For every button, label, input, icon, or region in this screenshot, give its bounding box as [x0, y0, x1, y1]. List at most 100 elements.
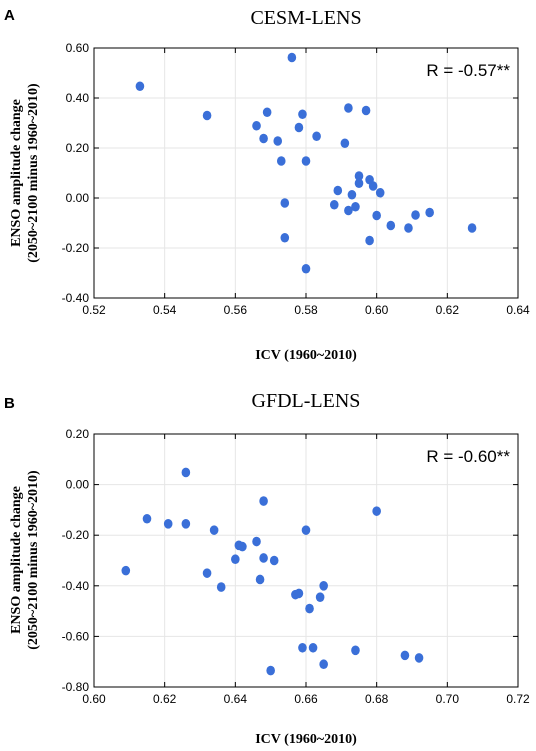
data-point	[329, 199, 339, 210]
correlation-annotation: R = -0.57**	[426, 61, 510, 80]
data-point	[340, 138, 350, 149]
data-point	[238, 541, 247, 552]
x-tick-label: 0.54	[153, 303, 177, 317]
data-point	[298, 642, 307, 653]
data-point	[333, 185, 343, 196]
x-tick-label: 0.62	[153, 692, 177, 706]
x-axis-label: ICV (1960~2010)	[255, 732, 357, 747]
x-tick-label: 0.62	[436, 303, 460, 317]
y-axis-sublabel: (2050~2100 minus 1960~2010)	[26, 470, 41, 650]
y-axis-label: ENSO amplitude change	[9, 486, 24, 634]
data-point	[273, 136, 283, 146]
data-point	[467, 223, 477, 233]
data-point	[266, 665, 275, 676]
data-point	[209, 525, 219, 535]
data-point	[319, 581, 328, 591]
data-point	[414, 653, 424, 663]
chart-title: GFDL-LENS	[252, 390, 361, 412]
data-point	[372, 506, 381, 516]
data-point	[368, 181, 378, 191]
data-point	[121, 565, 131, 576]
y-tick-label: 0.20	[66, 141, 90, 155]
data-point	[372, 210, 381, 221]
data-point	[411, 210, 420, 220]
data-point	[216, 582, 226, 592]
y-tick-label: -0.40	[62, 579, 90, 593]
data-point	[365, 235, 374, 246]
x-tick-label: 0.58	[294, 303, 318, 317]
data-point	[252, 120, 261, 131]
data-point	[344, 205, 353, 216]
panel-b: B GFDL-LENS 0.60 0.62 0.64 0.66 0.68 0.70 0.72…	[4, 390, 530, 747]
data-point	[252, 536, 261, 547]
correlation-annotation: R = -0.60**	[426, 447, 510, 466]
data-point	[181, 519, 191, 529]
data-point	[425, 207, 434, 218]
x-tick-label: 0.68	[365, 692, 389, 706]
data-point	[259, 496, 268, 506]
y-axis-label: ENSO amplitude change	[9, 99, 24, 247]
x-axis-label: ICV (1960~2010)	[255, 348, 357, 363]
chart-title: CESM-LENS	[250, 7, 361, 29]
data-point	[308, 642, 318, 653]
data-point	[344, 103, 353, 113]
data-point	[231, 554, 240, 565]
y-tick-label: -0.40	[62, 291, 90, 305]
data-point	[259, 553, 268, 563]
data-point	[301, 525, 311, 535]
data-point	[280, 232, 290, 243]
data-point	[142, 513, 152, 524]
data-point	[269, 555, 279, 566]
data-point	[361, 105, 371, 116]
x-tick-label: 0.70	[436, 692, 460, 706]
y-tick-label: -0.20	[62, 241, 90, 255]
x-tick-label: 0.64	[506, 303, 530, 317]
data-point	[298, 109, 307, 120]
data-point	[202, 110, 212, 121]
y-tick-label: 0.40	[66, 91, 90, 105]
data-point	[287, 52, 297, 63]
panel-letter: A	[4, 7, 15, 24]
data-point	[262, 107, 272, 118]
data-point	[301, 263, 311, 274]
x-tick-label: 0.72	[506, 692, 530, 706]
data-point	[259, 133, 268, 144]
x-tick-label: 0.56	[224, 303, 248, 317]
data-point	[280, 198, 290, 208]
data-point	[255, 574, 265, 585]
data-point	[351, 201, 360, 212]
data-point	[276, 156, 286, 166]
data-point	[301, 156, 311, 166]
x-tick-label: 0.60	[82, 692, 106, 706]
y-tick-label: -0.60	[62, 629, 90, 643]
data-point	[315, 592, 325, 602]
data-point	[202, 568, 212, 578]
data-point	[312, 131, 321, 142]
y-tick-label: -0.20	[62, 528, 90, 542]
y-tick-label: 0.00	[66, 191, 90, 205]
data-point	[351, 645, 360, 656]
y-tick-label: 0.00	[66, 478, 90, 492]
data-point	[404, 223, 413, 233]
panel-letter: B	[4, 395, 15, 412]
data-point	[400, 650, 410, 661]
data-point	[305, 603, 314, 614]
data-point	[375, 187, 385, 198]
data-point	[347, 189, 357, 200]
y-tick-label: 0.20	[66, 427, 90, 441]
data-point	[319, 659, 328, 670]
data-point	[163, 519, 173, 529]
data-point	[354, 171, 364, 181]
x-tick-label: 0.60	[365, 303, 389, 317]
y-axis-sublabel: (2050~2100 minus 1960~2010)	[26, 83, 41, 263]
y-tick-label: 0.60	[66, 41, 90, 55]
x-tick-label: 0.66	[294, 692, 318, 706]
data-point	[294, 588, 304, 599]
panel-a: A CESM-LENS 0.52 0.54 0.56 0.58 0.60 0.62 0.64…	[4, 7, 530, 363]
x-tick-label: 0.64	[224, 692, 248, 706]
data-point	[135, 81, 145, 92]
y-tick-label: -0.80	[62, 680, 90, 694]
data-point	[354, 178, 364, 189]
data-point	[386, 220, 396, 231]
